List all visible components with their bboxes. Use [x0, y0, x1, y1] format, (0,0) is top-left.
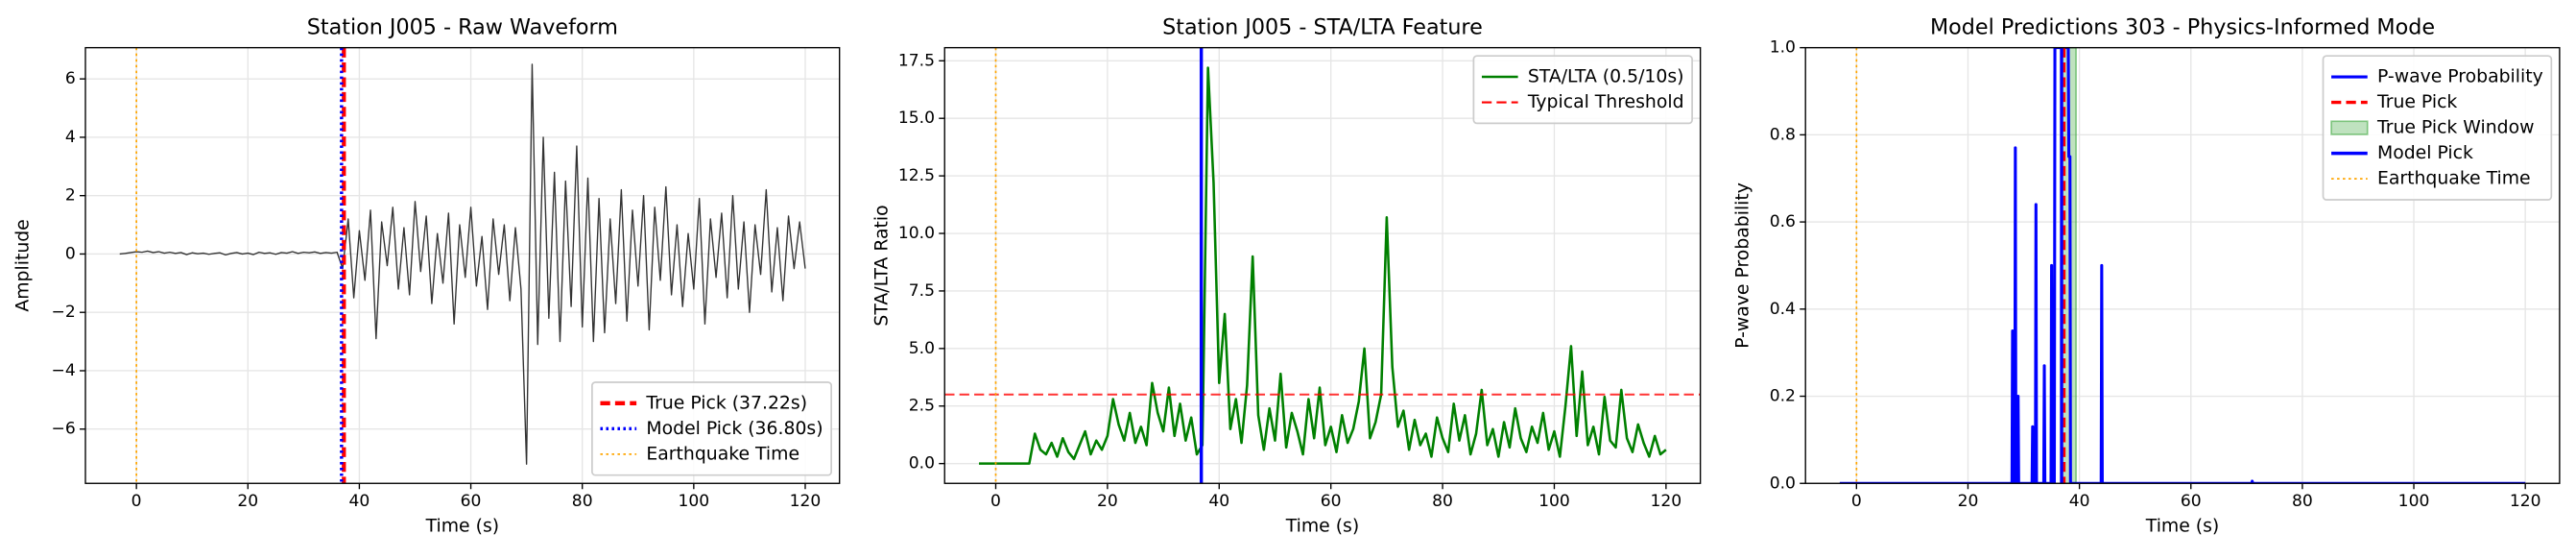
plot-area	[1839, 47, 2526, 484]
axes-frame	[1804, 46, 2561, 484]
legend-label: True Pick Window	[2376, 118, 2534, 138]
x-tick-label: 120	[1651, 492, 1682, 511]
y-tick-label: 7.5	[909, 281, 935, 301]
axes-frame	[84, 46, 841, 484]
legend-label: Earthquake Time	[646, 444, 799, 464]
chart-title: Station J005 - Raw Waveform	[307, 15, 618, 40]
x-tick-label: 60	[2181, 492, 2202, 511]
legend-label: Earthquake Time	[2377, 169, 2531, 189]
legend-label: Typical Threshold	[1527, 92, 1684, 112]
y-tick-label: −2	[52, 303, 76, 322]
x-tick-label: 100	[679, 492, 710, 511]
x-axis-label: Time (s)	[1285, 516, 1359, 536]
y-tick-label: 12.5	[898, 166, 935, 185]
x-tick-label: 40	[1208, 492, 1229, 511]
y-tick-label: 4	[65, 128, 76, 147]
x-tick-label: 80	[2292, 492, 2313, 511]
x-axis-label: Time (s)	[425, 516, 499, 536]
legend-label: Model Pick	[2377, 143, 2473, 163]
x-tick-label: 120	[2510, 492, 2541, 511]
y-tick-label: 2.5	[909, 397, 935, 416]
x-tick-label: 20	[1097, 492, 1118, 511]
data-line	[979, 66, 1667, 465]
x-tick-label: 40	[2069, 492, 2090, 511]
y-tick-label: 0.6	[1770, 212, 1796, 231]
plot-area	[944, 47, 1701, 484]
y-tick-label: 2	[65, 186, 76, 206]
y-tick-label: 0	[65, 244, 76, 263]
y-tick-label: −4	[52, 361, 76, 380]
legend-box	[1472, 55, 1693, 125]
x-tick-label: 100	[1538, 492, 1570, 511]
subplot: 0 20 40 60 80 100 120 0.0 0.2 0.4 0.6 0.8 1.0 Model P…	[1733, 15, 2561, 536]
legend-box	[2322, 55, 2553, 201]
x-tick-label: 0	[990, 492, 1001, 511]
x-tick-label: 20	[237, 492, 258, 511]
y-tick-label: 15.0	[898, 109, 935, 128]
subplot: 0 20 40 60 80 100 120 0.0 2.5 5.0 7.5 10.0 12.5 15.0 1…	[872, 15, 1702, 536]
legend: P-wave Probability True Pick True Pick Win…	[2322, 55, 2553, 201]
x-axis-label: Time (s)	[2145, 516, 2219, 536]
y-axis-label: P-wave Probability	[1733, 182, 1753, 349]
legend-label: True Pick	[2376, 92, 2457, 112]
legend-label: STA/LTA (0.5/10s)	[1528, 67, 1684, 87]
y-tick-label: −6	[52, 420, 76, 439]
legend-label: P-wave Probability	[2377, 67, 2543, 87]
y-tick-label: 0.8	[1770, 125, 1796, 144]
x-tick-label: 40	[349, 492, 370, 511]
y-tick-label: 0.0	[1770, 474, 1796, 493]
x-tick-label: 0	[1851, 492, 1862, 511]
y-tick-label: 0.4	[1770, 300, 1796, 319]
y-tick-label: 6	[65, 69, 76, 88]
y-axis-label: Amplitude	[12, 219, 33, 311]
x-tick-label: 100	[2398, 492, 2430, 511]
y-tick-label: 0.2	[1770, 387, 1796, 406]
x-tick-label: 60	[461, 492, 482, 511]
y-axis-label: STA/LTA Ratio	[872, 205, 893, 326]
legend-box	[591, 381, 832, 476]
chart-title: Station J005 - STA/LTA Feature	[1162, 15, 1483, 40]
y-tick-label: 17.5	[898, 51, 935, 70]
x-tick-label: 80	[1432, 492, 1453, 511]
x-tick-label: 20	[1958, 492, 1979, 511]
plot-area	[119, 47, 806, 484]
data-line	[119, 63, 806, 465]
x-tick-label: 60	[1321, 492, 1342, 511]
y-tick-label: 5.0	[909, 339, 935, 358]
subplot: 0 20 40 60 80 100 120 −6 −4 −2 0 2 4 6 Station J005 - …	[12, 15, 841, 536]
legend-swatch	[2330, 120, 2369, 135]
y-tick-label: 0.0	[909, 454, 935, 474]
chart-title: Model Predictions 303 - Physics-Informed…	[1930, 15, 2435, 40]
legend: STA/LTA (0.5/10s) Typical Threshold	[1472, 55, 1693, 125]
legend: True Pick (37.22s) Model Pick (36.80s) Ear…	[591, 381, 832, 476]
x-tick-label: 120	[790, 492, 822, 511]
y-tick-label: 1.0	[1770, 38, 1796, 58]
x-tick-label: 0	[131, 492, 142, 511]
data-line	[1839, 47, 2526, 484]
legend-label: True Pick (37.22s)	[645, 393, 807, 413]
legend-label: Model Pick (36.80s)	[646, 419, 823, 439]
axes-frame	[943, 46, 1702, 484]
x-tick-label: 80	[572, 492, 593, 511]
y-tick-label: 10.0	[898, 224, 935, 243]
